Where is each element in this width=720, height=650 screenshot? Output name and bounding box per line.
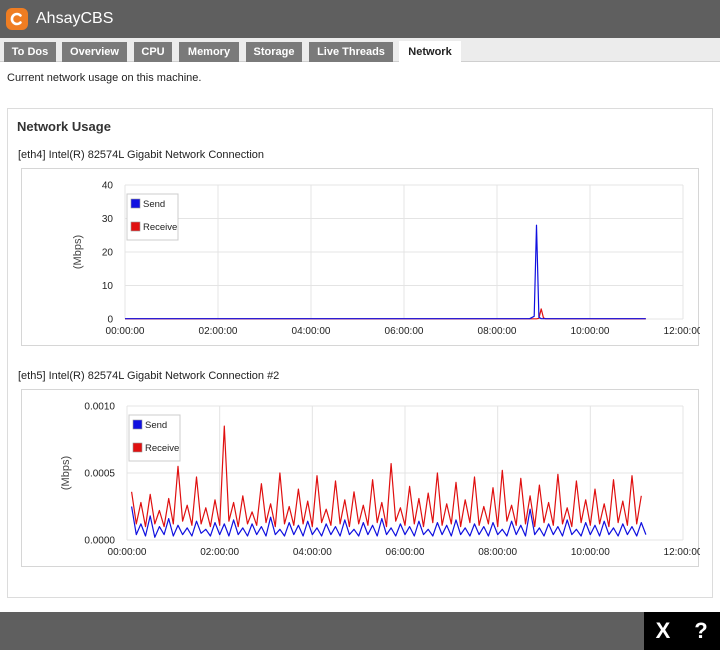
- title-bar: AhsayCBS: [0, 0, 720, 38]
- c1-x-tick-label: 04:00:00: [293, 547, 332, 558]
- app-title: AhsayCBS: [36, 10, 114, 27]
- c0-legend-send-swatch: [130, 198, 141, 209]
- c0-legend-receive-label: Receive: [143, 222, 177, 233]
- close-button[interactable]: X: [655, 618, 671, 643]
- c0-y-axis-label: (Mbps): [72, 235, 84, 269]
- c1-legend-receive-swatch: [132, 442, 143, 453]
- c0-x-tick-label: 12:00:00: [664, 326, 700, 337]
- c0-x-tick-label: 06:00:00: [385, 326, 424, 337]
- chart-eth5-svg: 0.0000 0.0005 0.0010 00:00:00 02:00:00 04:00:…: [60, 402, 700, 559]
- c0-y-tick-label: 0: [107, 315, 113, 326]
- c1-series-receive-line: [131, 425, 642, 528]
- chart-eth4-title: [eth4] Intel(R) 82574L Gigabit Network C…: [18, 149, 265, 161]
- chart-eth5-title: [eth5] Intel(R) 82574L Gigabit Network C…: [18, 370, 280, 382]
- tab-to-dos[interactable]: To Dos: [4, 42, 56, 62]
- c0-x-tick-label: 04:00:00: [292, 326, 331, 337]
- c1-x-tick-label: 06:00:00: [386, 547, 425, 558]
- c1-y-tick-label: 0.0010: [84, 402, 115, 413]
- c1-series-send-line: [131, 506, 647, 538]
- network-usage-panel: Network Usage [eth4] Intel(R) 82574L Gig…: [7, 108, 713, 598]
- chart-eth4: 0 10 20 30 40 00:00:00 02:00:00 04:00:00 06:00:0…: [21, 168, 700, 346]
- c1-legend-send-label: Send: [145, 420, 167, 431]
- tab-memory[interactable]: Memory: [179, 42, 239, 62]
- app-logo-icon: [6, 8, 28, 30]
- bottom-bar: X ?: [0, 612, 720, 650]
- c0-y-tick-label: 30: [102, 214, 114, 225]
- c1-legend-send-swatch: [132, 419, 143, 430]
- c0-y-tick-label: 10: [102, 281, 114, 292]
- chart-eth5: 0.0000 0.0005 0.0010 00:00:00 02:00:00 04:00:…: [21, 389, 700, 567]
- tab-storage[interactable]: Storage: [246, 42, 302, 62]
- c1-x-tick-label: 08:00:00: [478, 547, 517, 558]
- chart-eth4-svg: 0 10 20 30 40 00:00:00 02:00:00 04:00:00 06:00:0…: [72, 181, 700, 338]
- bottom-actions: X ?: [644, 612, 720, 650]
- tab-overview[interactable]: Overview: [62, 42, 127, 62]
- c0-y-tick-label: 40: [102, 181, 114, 192]
- c0-series-receive-line: [125, 308, 646, 320]
- tab-cpu[interactable]: CPU: [134, 42, 172, 62]
- c1-legend-receive-label: Receive: [145, 443, 179, 454]
- c1-x-tick-label: 10:00:00: [571, 547, 610, 558]
- c1-x-tick-label: 12:00:00: [664, 547, 700, 558]
- c1-y-tick-label: 0.0005: [84, 469, 115, 480]
- c0-x-tick-label: 10:00:00: [571, 326, 610, 337]
- c1-x-tick-label: 00:00:00: [108, 547, 147, 558]
- c1-y-tick-label: 0.0000: [84, 536, 115, 547]
- c0-legend-receive-swatch: [130, 221, 141, 232]
- tab-strip: To Dos Overview CPU Memory Storage Live …: [0, 38, 720, 63]
- c1-x-tick-label: 02:00:00: [200, 547, 239, 558]
- help-button[interactable]: ?: [694, 618, 708, 643]
- c0-x-tick-label: 02:00:00: [199, 326, 238, 337]
- c0-legend-send-label: Send: [143, 199, 165, 210]
- c0-y-tick-label: 20: [102, 248, 114, 259]
- tab-network[interactable]: Network: [399, 41, 461, 63]
- c0-x-tick-label: 00:00:00: [106, 326, 145, 337]
- panel-title: Network Usage: [17, 119, 111, 134]
- c1-y-axis-label: (Mbps): [60, 456, 72, 490]
- page-description: Current network usage on this machine.: [7, 72, 202, 84]
- c0-series-send-line: [125, 224, 646, 320]
- c0-x-tick-label: 08:00:00: [478, 326, 517, 337]
- tab-live-threads[interactable]: Live Threads: [309, 42, 393, 62]
